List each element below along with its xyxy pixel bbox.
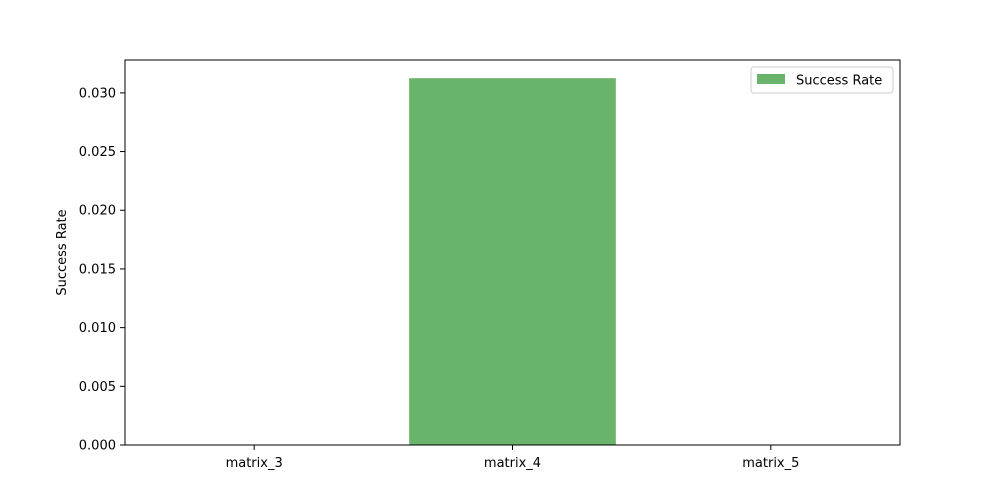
x-tick-label: matrix_4 <box>484 456 541 471</box>
x-tick-label: matrix_3 <box>226 456 283 471</box>
y-tick-label: 0.010 <box>79 321 116 336</box>
x-axis: matrix_3 matrix_4 matrix_5 <box>226 445 799 471</box>
legend-swatch <box>757 74 785 84</box>
legend: Success Rate <box>750 66 894 94</box>
plot-frame <box>124 59 901 446</box>
y-tick-label: 0.020 <box>79 204 116 219</box>
y-axis-label: Success Rate <box>55 209 70 295</box>
legend-label: Success Rate <box>796 74 882 89</box>
y-tick-label: 0.030 <box>79 86 116 101</box>
bars-layer <box>409 78 616 445</box>
legend-box <box>750 66 894 94</box>
y-axis: 0.000 0.005 0.010 0.015 0.020 0.025 0.030 <box>79 86 125 454</box>
x-tick-label: matrix_5 <box>742 456 799 471</box>
y-tick-label: 0.005 <box>79 380 116 395</box>
y-tick-label: 0.015 <box>79 262 116 277</box>
bar-matrix_4 <box>409 78 616 445</box>
y-tick-label: 0.000 <box>79 439 116 454</box>
y-tick-label: 0.025 <box>79 145 116 160</box>
